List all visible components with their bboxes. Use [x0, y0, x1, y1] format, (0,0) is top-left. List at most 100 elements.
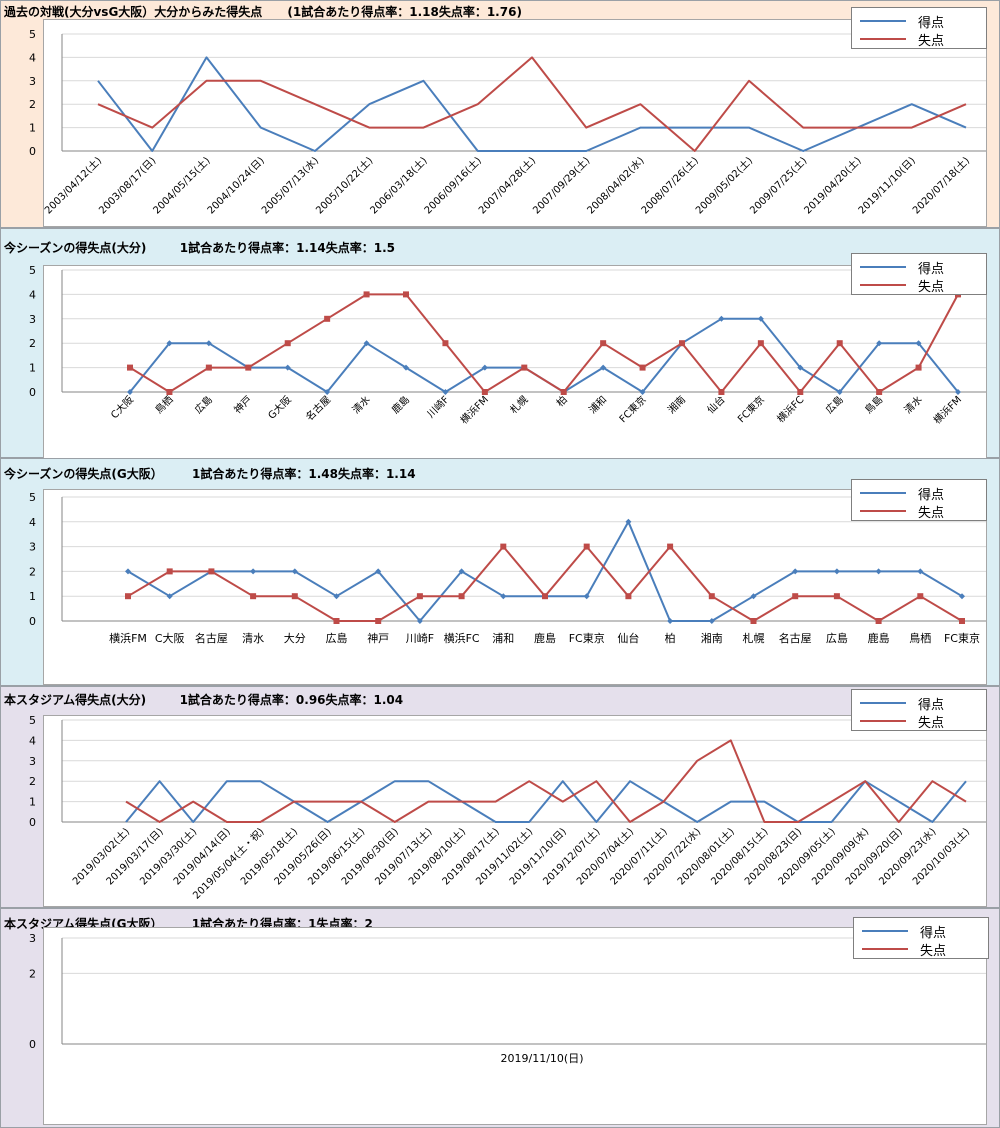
x-tick-label: 2019/05/18(土)	[238, 825, 301, 888]
data-point	[718, 389, 725, 395]
x-tick-label: FC東京	[616, 393, 648, 425]
x-tick-label: 大分	[284, 631, 306, 645]
data-point	[915, 340, 922, 347]
x-tick-label: 2009/05/02(土)	[693, 154, 756, 217]
data-point	[458, 593, 465, 600]
chart-3-title: 今シーズンの得失点(G大阪） 1試合あたり得点率：1.48失点率：1.14	[4, 467, 416, 481]
chart-1-svg: 0 1 2 3 4 5 2003/04/12(土)2003/08/17(日)2004/05/…	[29, 28, 986, 217]
data-point	[333, 593, 340, 600]
x-tick-label: 名古屋	[779, 631, 812, 645]
series-conceded	[125, 543, 965, 624]
legend-conceded-swatch	[860, 510, 906, 512]
y-tick-label: 1	[29, 590, 36, 603]
legend-conceded-label: 失点	[918, 716, 945, 731]
x-tick-label: 2019/04/20(土)	[801, 154, 864, 217]
gridlines	[62, 33, 986, 152]
x-tick-label: 名古屋	[303, 393, 333, 423]
data-point	[708, 618, 715, 624]
data-point	[600, 364, 607, 371]
data-point	[600, 340, 607, 347]
x-tick-label: 2020/09/09(水)	[809, 826, 871, 888]
y-tick-label: 2	[29, 565, 36, 578]
data-point	[667, 543, 674, 550]
y-tick-label: 4	[29, 288, 36, 301]
x-tick-label: 鳥島	[862, 393, 885, 416]
x-tick-label: 2004/10/24(日)	[206, 155, 267, 216]
data-point	[876, 340, 883, 347]
y-tick-label: 2	[29, 775, 36, 788]
chart-4-title: 本スタジアム得失点(大分) 1試合あたり得点率：0.96失点率：1.04	[4, 693, 404, 707]
x-tick-label: 鹿島	[868, 631, 890, 645]
chart-2-title: 今シーズンの得失点(大分) 1試合あたり得点率：1.14失点率：1.5	[4, 241, 396, 255]
data-point	[625, 593, 632, 600]
chart-5-svg: 0 2 3 2019/11/10(日)	[29, 932, 986, 1065]
y-tick-label: 0	[29, 145, 36, 158]
x-tick-label: 2007/09/29(土)	[530, 154, 593, 217]
series-goals	[125, 780, 967, 823]
data-point	[284, 340, 291, 347]
data-point	[959, 593, 965, 600]
series-goals-line	[125, 780, 967, 823]
data-point	[333, 618, 340, 624]
data-point	[363, 291, 370, 298]
chart-band-3: 今シーズンの得失点(G大阪） 1試合あたり得点率：1.48失点率：1.14 0 1…	[0, 458, 1000, 686]
y-tick-label: 4	[29, 734, 36, 747]
legend-goals-label: 得点	[918, 16, 945, 31]
series-conceded-line	[129, 293, 959, 393]
x-tick-label: 神戸	[231, 393, 254, 416]
y-tick-label: 1	[29, 122, 36, 135]
series-conceded-line	[127, 545, 963, 622]
data-point	[955, 389, 961, 395]
x-tick-label: FC東京	[944, 631, 980, 645]
x-tick-label: 広島	[823, 393, 846, 416]
chart-4-plot-area: 0 1 2 3 4 5 2019/03/02(土) 2019/03/17(日) 2019/03/…	[29, 714, 987, 907]
x-tick-label: 柏	[665, 631, 676, 645]
x-tick-label: 清水	[901, 393, 924, 416]
x-tick-label: 2020/08/01(土)	[674, 825, 737, 888]
y-tick-label: 3	[29, 75, 36, 88]
x-tick-label: 2019/05/26(日)	[273, 826, 334, 887]
data-point	[324, 389, 331, 395]
y-tick-label: 0	[29, 1038, 36, 1051]
data-point	[205, 340, 212, 347]
x-tick-label: 2003/08/17(日)	[97, 155, 158, 216]
x-tick-label: 2019/03/30(土)	[137, 825, 200, 888]
x-tick-label: 神戸	[367, 631, 389, 645]
x-tick-label: G大阪	[265, 393, 294, 422]
y-tick-label: 0	[29, 615, 36, 628]
series-conceded-line	[125, 739, 967, 823]
y-tick-label: 5	[29, 264, 36, 277]
data-point	[639, 364, 646, 371]
x-tick-label: 川崎F	[424, 393, 452, 421]
legend-goals-swatch	[860, 266, 906, 268]
legend-conceded-label: 失点	[920, 944, 947, 959]
data-point	[915, 364, 922, 371]
chart-2-svg: 012345C大阪 鳥栖 広島 神戸 G大阪 名古屋 清水 鹿島 川崎F 横浜FM 札幌柏浦和 FC東…	[29, 264, 986, 426]
chart-band-1: 過去の対戦(大分vsG大阪）大分からみた得失点 (1試合あたり得点率：1.18失…	[0, 0, 1000, 228]
y-tick-label: 5	[29, 714, 36, 727]
data-point	[875, 618, 882, 624]
gridlines	[62, 937, 986, 1045]
chart-3-legend: 得点 失点	[851, 479, 987, 521]
y-tick-label: 3	[29, 541, 36, 554]
data-point	[679, 340, 685, 347]
chart-3-svg: 012345横浜FM C大阪 名古屋 清水 大分 広島 神戸 川崎F 横浜FC 浦和 鹿島 FC東京仙…	[29, 491, 986, 645]
x-tick-label: 2020/09/20(日)	[844, 826, 905, 887]
x-tick-label: 広島	[192, 393, 215, 416]
x-tick-label: 2004/05/15(土)	[150, 154, 213, 217]
y-tick-label: 2	[29, 967, 36, 980]
x-tick-label: 2019/03/02(土)	[70, 825, 133, 888]
x-tick-label: 清水	[349, 393, 372, 416]
series-conceded	[125, 739, 967, 823]
data-point	[166, 593, 173, 600]
x-tick-label: 横浜FM	[109, 631, 147, 645]
x-tick-label: 2007/04/28(土)	[476, 154, 539, 217]
x-tick-label: C大阪	[108, 393, 136, 421]
x-tick-label: 柏	[554, 393, 570, 409]
data-point	[458, 568, 465, 575]
legend-conceded-label: 失点	[918, 280, 945, 295]
x-tick-label: 2020/09/23(水)	[877, 826, 939, 888]
x-tick-label: 2005/07/13(水)	[259, 155, 321, 217]
x-tick-label: FC東京	[735, 393, 767, 425]
data-point	[833, 568, 840, 575]
